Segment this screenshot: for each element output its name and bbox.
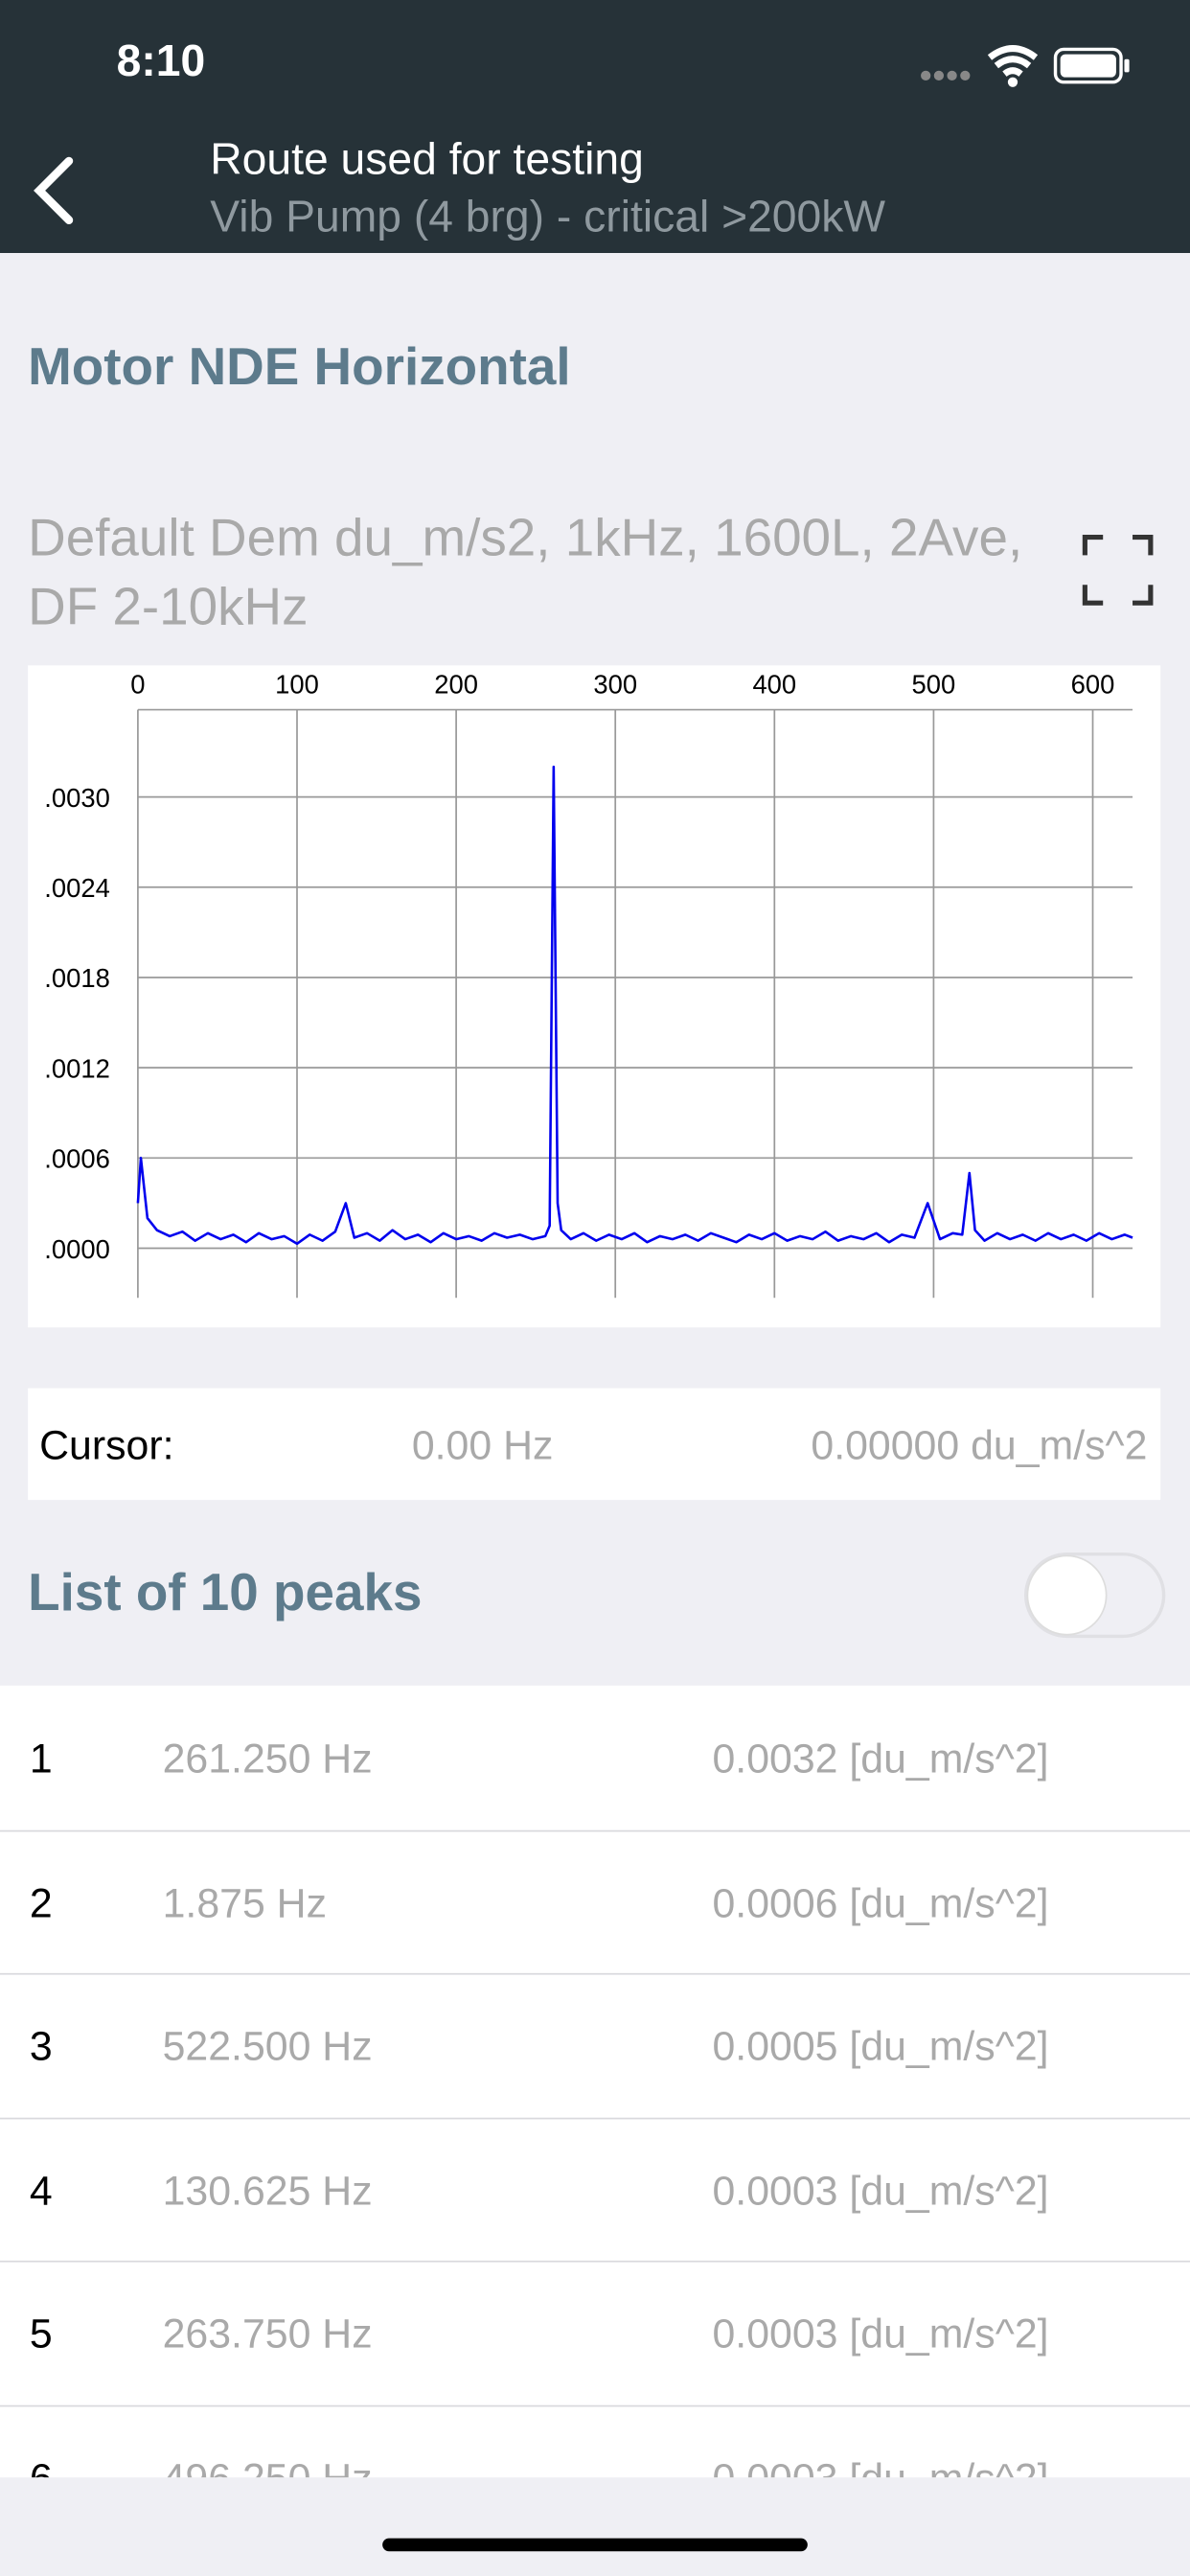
y-tick-label: .0024: [44, 873, 110, 903]
peak-index: 5: [29, 2312, 53, 2358]
peak-frequency: 261.250 Hz: [162, 1736, 373, 1783]
status-time: 8:10: [116, 35, 206, 86]
x-tick-label: 100: [275, 669, 319, 699]
peak-row: 3 522.500 Hz 0.0005 [du_m/s^2]: [0, 1973, 1190, 2119]
peak-frequency: 496.250 Hz: [163, 2455, 373, 2477]
cursor-frequency: 0.00 Hz: [411, 1422, 554, 1469]
x-tick-label: 0: [130, 669, 145, 699]
peak-row: 5 263.750 Hz 0.0003 [du_m/s^2]: [0, 2261, 1190, 2406]
fullscreen-button[interactable]: [1080, 532, 1156, 608]
y-tick-label: .0012: [44, 1053, 110, 1083]
peak-index: 6: [30, 2455, 53, 2477]
peak-row: 4 130.625 Hz 0.0003 [du_m/s^2]: [0, 2117, 1190, 2263]
wifi-icon: [987, 45, 1039, 77]
chart-panel: 0 100 200 300 400 500 600 .0000 .0006 .0012 .0018.…: [28, 665, 1161, 1328]
peak-row: 1 261.250 Hz 0.0032 [du_m/s^2]: [0, 1686, 1190, 1831]
battery-icon: [1053, 47, 1123, 84]
y-tick-label: .0030: [44, 783, 110, 813]
y-tick-label: .0006: [44, 1144, 110, 1174]
x-tick-label: 300: [593, 669, 637, 699]
header-subtitle: Vib Pump (4 brg) - critical >200kW: [210, 192, 886, 242]
header-title: Route used for testing: [210, 134, 644, 185]
peaks-title: List of 10 peaks: [28, 1562, 423, 1622]
peak-row: 6 496.250 Hz 0.0003 [du_m/s^2]: [0, 2404, 1190, 2477]
peak-frequency: 522.500 Hz: [162, 2024, 373, 2071]
peak-amplitude: 0.0003 [du_m/s^2]: [712, 2455, 1048, 2477]
peak-index: 2: [29, 1880, 53, 1927]
home-indicator: [382, 2538, 808, 2552]
y-tick-label: .0018: [44, 963, 110, 993]
back-button[interactable]: [30, 156, 79, 225]
status-icons: [921, 45, 1130, 87]
chart-title: Default Dem du_m/s2, 1kHz, 1600L, 2Ave, …: [28, 507, 1023, 636]
peak-frequency: 130.625 Hz: [162, 2168, 373, 2215]
section-title: Motor NDE Horizontal: [28, 336, 571, 397]
signal-dots: [921, 70, 971, 81]
peak-row: 2 1.875 Hz 0.0006 [du_m/s^2]: [0, 1829, 1190, 1975]
peak-frequency: 263.750 Hz: [162, 2312, 373, 2358]
peak-amplitude: 0.0032 [du_m/s^2]: [712, 1736, 1049, 1783]
spectrum-line: [136, 765, 1133, 1246]
x-tick-label: 400: [752, 669, 796, 699]
cursor-amplitude: 0.00000 du_m/s^2: [811, 1422, 1148, 1469]
x-tick-label: 200: [434, 669, 478, 699]
peak-amplitude: 0.0006 [du_m/s^2]: [712, 1880, 1049, 1927]
cursor-label: Cursor:: [39, 1422, 174, 1469]
peaks-toggle[interactable]: [1022, 1551, 1167, 1640]
cursor-panel: Cursor: 0.00 Hz 0.00000 du_m/s^2: [28, 1388, 1161, 1501]
chart: 0 100 200 300 400 500 600 .0000 .0006 .0012 .0018.…: [44, 669, 1133, 1299]
peak-amplitude: 0.0003 [du_m/s^2]: [712, 2312, 1049, 2358]
navigation-bar: [0, 0, 1190, 254]
peak-index: 4: [29, 2168, 53, 2215]
peak-index: 3: [29, 2024, 53, 2071]
peak-amplitude: 0.0003 [du_m/s^2]: [712, 2168, 1049, 2215]
x-tick-label: 500: [912, 669, 956, 699]
peak-amplitude: 0.0005 [du_m/s^2]: [712, 2024, 1049, 2071]
peaks-list: 1 261.250 Hz 0.0032 [du_m/s^2] 2 1.875 Hz 0.0…: [0, 1685, 1190, 2478]
y-tick-label: .0000: [44, 1234, 110, 1264]
peak-frequency: 1.875 Hz: [162, 1880, 328, 1927]
x-tick-label: 600: [1071, 669, 1115, 699]
peak-index: 1: [29, 1736, 53, 1783]
